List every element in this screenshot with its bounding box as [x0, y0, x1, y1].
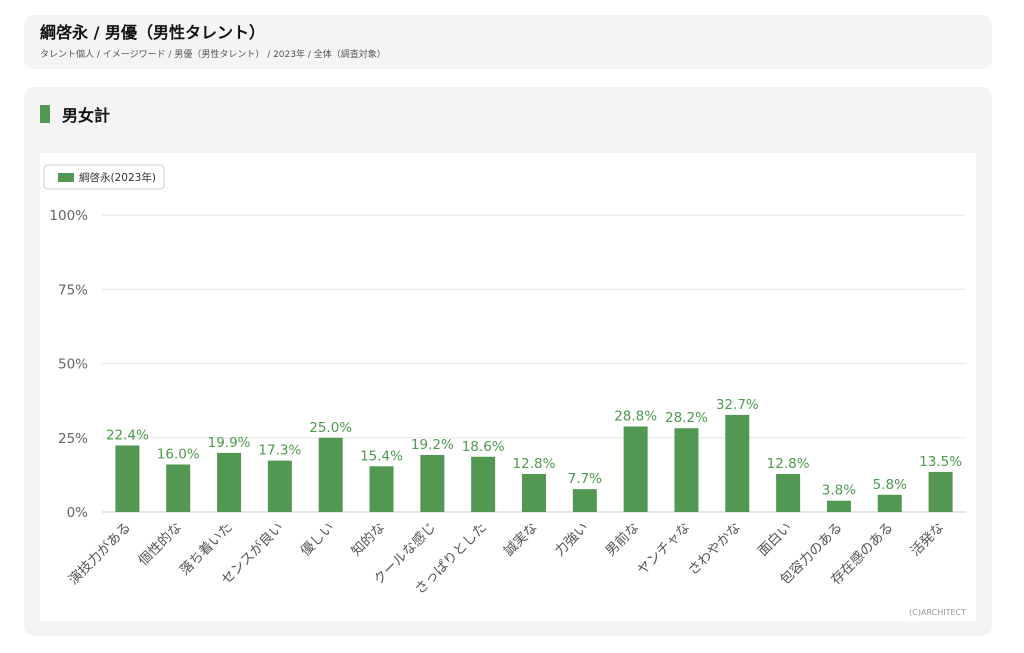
bar	[928, 471, 953, 512]
y-tick-label: 100%	[49, 208, 88, 224]
x-tick-label: 活発な	[907, 520, 947, 560]
bar	[115, 445, 140, 512]
value-label: 28.8%	[614, 408, 657, 424]
y-axis-ticks: 0% 25% 50% 75% 100%	[49, 208, 88, 521]
bar	[623, 426, 648, 512]
y-tick-label: 75%	[58, 282, 88, 298]
value-label: 15.4%	[360, 448, 403, 464]
bar	[166, 464, 191, 512]
bar	[267, 460, 292, 512]
section-heading: 男女計	[40, 104, 111, 125]
x-tick-label: 演技力がある	[66, 520, 135, 589]
value-label: 16.0%	[157, 446, 200, 462]
y-tick-label: 25%	[58, 431, 88, 447]
x-tick-label: 力強い	[552, 520, 592, 560]
value-label: 32.7%	[716, 397, 759, 413]
x-tick-label: 誠実な	[501, 520, 541, 560]
value-label: 22.4%	[106, 427, 149, 443]
bar	[572, 489, 597, 512]
value-labels: 22.4% 16.0% 19.9% 17.3% 25.0% 15.4% 19.2% 18.6%…	[106, 397, 962, 499]
bar	[826, 500, 851, 512]
bar	[725, 414, 750, 512]
value-label: 25.0%	[309, 420, 352, 436]
x-tick-label: さわやかな	[685, 520, 744, 579]
value-label: 3.8%	[822, 483, 856, 499]
bar	[471, 456, 496, 512]
value-label: 5.8%	[873, 477, 907, 493]
x-tick-label: 優しい	[298, 520, 338, 560]
bar	[674, 428, 699, 512]
bar	[420, 454, 445, 512]
bar-chart: 綱啓永(2023年) 0% 25% 50% 75% 100% 22.4% 16.0% 19.…	[43, 164, 966, 617]
gridlines	[102, 214, 966, 513]
value-label: 7.7%	[568, 471, 602, 487]
x-tick-label: 男前な	[602, 519, 643, 560]
header-card: 綱啓永 / 男優（男性タレント） タレント個人 / イメージワード / 男優（男…	[24, 15, 992, 69]
bar	[877, 494, 902, 512]
value-label: 13.5%	[919, 454, 962, 470]
legend[interactable]: 綱啓永(2023年)	[43, 164, 165, 190]
x-tick-label: 面白い	[755, 520, 795, 560]
value-label: 19.9%	[208, 435, 251, 451]
legend-label: 綱啓永(2023年)	[79, 171, 156, 184]
x-tick-label: 個性的な	[136, 520, 185, 569]
bar	[369, 466, 394, 512]
bar	[318, 437, 343, 512]
legend-box	[43, 164, 165, 190]
credit-text: (C)ARCHITECT	[909, 608, 966, 617]
x-tick-label: ヤンチャな	[634, 520, 693, 579]
plot-panel: 綱啓永(2023年) 0% 25% 50% 75% 100% 22.4% 16.0% 19.…	[40, 153, 976, 621]
section-marker	[40, 105, 50, 123]
value-label: 19.2%	[411, 437, 454, 453]
breadcrumb: タレント個人 / イメージワード / 男優（男性タレント） / 2023年 / …	[40, 50, 386, 60]
y-tick-label: 0%	[67, 505, 89, 521]
y-tick-label: 50%	[58, 357, 88, 373]
x-tick-label: 知的な	[348, 519, 389, 560]
bar	[776, 473, 801, 512]
bar	[217, 452, 242, 512]
legend-swatch	[58, 173, 74, 182]
bar	[522, 473, 546, 512]
value-label: 28.2%	[665, 410, 708, 426]
chart-card: 男女計 綱啓永(2023年) 0% 25% 50% 75% 100% 22.4% 16.0…	[24, 87, 992, 636]
value-label: 17.3%	[258, 443, 301, 459]
value-label: 18.6%	[462, 439, 505, 455]
section-title: 男女計	[62, 106, 111, 125]
value-label: 12.8%	[513, 456, 556, 472]
page-title: 綱啓永 / 男優（男性タレント）	[40, 23, 265, 42]
bars	[115, 414, 953, 512]
value-label: 12.8%	[767, 456, 810, 472]
